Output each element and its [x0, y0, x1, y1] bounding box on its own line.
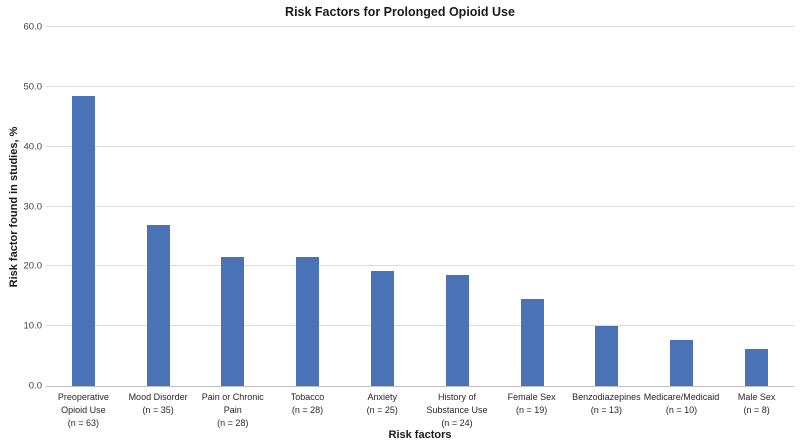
- bar-slot: [46, 27, 121, 386]
- x-category-label: Benzodiazepines (n = 13): [572, 392, 641, 415]
- y-tick-label: 40.0: [23, 141, 43, 153]
- x-category-label: Female Sex (n = 19): [507, 392, 556, 415]
- gridline: [46, 26, 794, 27]
- gridline: [46, 85, 794, 87]
- bar: [445, 275, 469, 386]
- bar-slot: [345, 27, 420, 386]
- bar-slot: [719, 27, 794, 386]
- y-tick-label: 20.0: [23, 260, 43, 272]
- bar: [745, 348, 769, 386]
- bar: [71, 95, 95, 386]
- bar: [146, 225, 170, 386]
- chart-title: Risk Factors for Prolonged Opioid Use: [285, 5, 515, 19]
- plot-area: [46, 26, 794, 387]
- y-tick-label: 10.0: [23, 320, 43, 332]
- bar: [520, 298, 544, 386]
- y-tick-label: 50.0: [23, 81, 43, 93]
- bar-slot: [196, 27, 271, 386]
- x-category-label: Tobacco (n = 28): [290, 392, 325, 415]
- bar-slot: [570, 27, 645, 386]
- x-category-label: Medicare/Medicaid (n = 10): [643, 392, 720, 415]
- bar-slot: [495, 27, 570, 386]
- bar-slot: [420, 27, 495, 386]
- y-tick-label: 0.0: [28, 380, 42, 392]
- bar: [296, 257, 320, 386]
- x-axis-labels: Preoperative Opioid Use (n = 63) Mood Disor…: [46, 391, 794, 430]
- bar: [221, 257, 245, 386]
- bar: [595, 326, 619, 386]
- x-category-label: Mood Disorder (n = 35): [128, 392, 188, 415]
- bar: [371, 271, 395, 386]
- x-axis-title: Risk factors: [388, 429, 452, 441]
- bar-slot: [644, 27, 719, 386]
- x-category-label: Anxiety (n = 25): [366, 392, 398, 415]
- bar-slot: [121, 27, 196, 386]
- y-axis-tick-labels: 0.0 10.0 20.0 30.0 40.0 50.0 60.0: [0, 22, 43, 392]
- gridline: [46, 265, 794, 267]
- bar-series: [46, 27, 794, 386]
- gridline: [46, 325, 794, 327]
- y-tick-label: 30.0: [23, 201, 43, 212]
- x-category-label: Male Sex (n = 8): [737, 392, 776, 415]
- x-category-label: Preoperative Opioid Use (n = 63): [57, 392, 109, 428]
- y-tick-label: 60.0: [23, 21, 43, 33]
- x-category-label: History of Substance Use (n = 24): [426, 392, 488, 428]
- x-category-label: Pain or Chronic Pain (n = 28): [201, 392, 264, 428]
- gridline: [46, 145, 794, 147]
- gridline: [46, 205, 794, 207]
- bar-slot: [270, 27, 345, 386]
- bar: [670, 339, 694, 386]
